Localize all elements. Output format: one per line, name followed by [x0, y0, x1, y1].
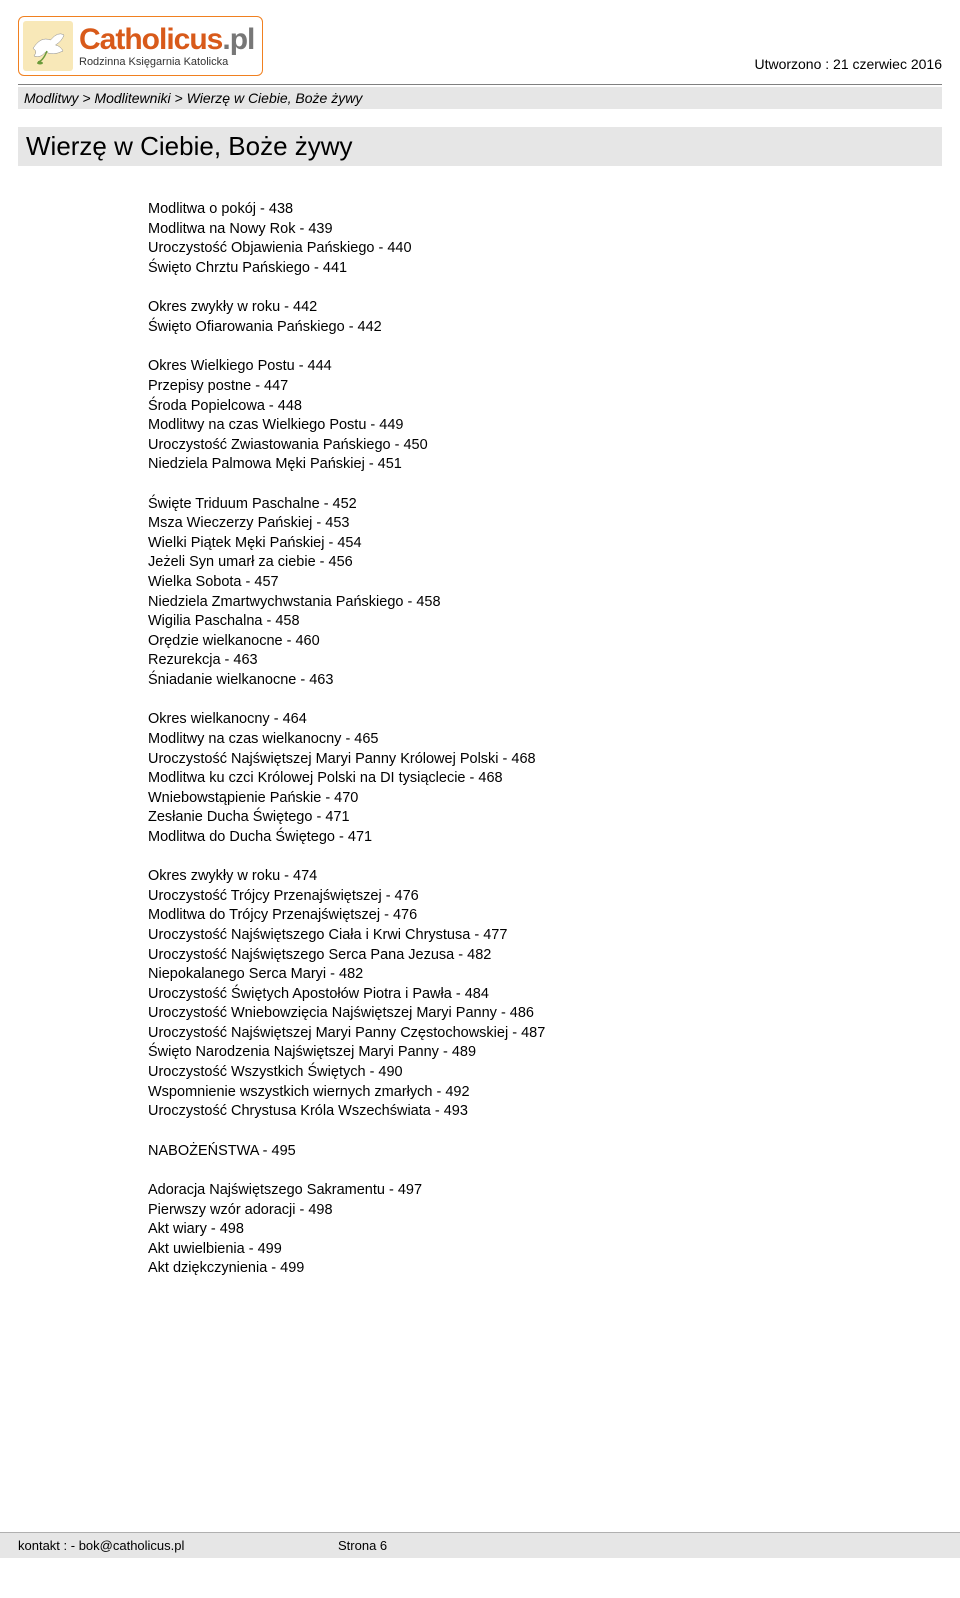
list-item: Wigilia Paschalna - 458: [148, 612, 942, 632]
list-item: Uroczystość Najświętszej Maryi Panny Kró…: [148, 750, 942, 770]
list-item: Uroczystość Wniebowzięcia Najświętszej M…: [148, 1004, 942, 1024]
list-item: Modlitwa do Trójcy Przenajświętszej - 47…: [148, 906, 942, 926]
content-group: Okres wielkanocny - 464Modlitwy na czas …: [148, 710, 942, 847]
created-date: Utworzono : 21 czerwiec 2016: [754, 56, 942, 72]
list-item: Wniebowstąpienie Pańskie - 470: [148, 789, 942, 809]
list-item: Święto Narodzenia Najświętszej Maryi Pan…: [148, 1043, 942, 1063]
list-item: Środa Popielcowa - 448: [148, 397, 942, 417]
list-item: Okres zwykły w roku - 442: [148, 298, 942, 318]
list-item: NABOŻEŃSTWA - 495: [148, 1142, 942, 1162]
list-item: Akt dziękczynienia - 499: [148, 1259, 942, 1279]
page-title: Wierzę w Ciebie, Boże żywy: [18, 127, 942, 166]
list-item: Uroczystość Chrystusa Króla Wszechświata…: [148, 1102, 942, 1122]
list-item: Uroczystość Najświętszego Ciała i Krwi C…: [148, 926, 942, 946]
breadcrumb: Modlitwy > Modlitewniki > Wierzę w Ciebi…: [18, 87, 942, 109]
list-item: Uroczystość Świętych Apostołów Piotra i …: [148, 985, 942, 1005]
content-list: Modlitwa o pokój - 438Modlitwa na Nowy R…: [148, 200, 942, 1279]
list-item: Święto Chrztu Pańskiego - 441: [148, 259, 942, 279]
list-item: Niedziela Palmowa Męki Pańskiej - 451: [148, 455, 942, 475]
list-item: Przepisy postne - 447: [148, 377, 942, 397]
list-item: Wspomnienie wszystkich wiernych zmarłych…: [148, 1083, 942, 1103]
content-group: NABOŻEŃSTWA - 495: [148, 1142, 942, 1162]
content-group: Okres zwykły w roku - 474Uroczystość Tró…: [148, 867, 942, 1121]
list-item: Akt wiary - 498: [148, 1220, 942, 1240]
list-item: Śniadanie wielkanocne - 463: [148, 671, 942, 691]
list-item: Niedziela Zmartwychwstania Pańskiego - 4…: [148, 593, 942, 613]
page-footer: kontakt : - bok@catholicus.pl Strona 6: [0, 1532, 960, 1558]
list-item: Modlitwa ku czci Królowej Polski na DI t…: [148, 769, 942, 789]
list-item: Święte Triduum Paschalne - 452: [148, 495, 942, 515]
list-item: Okres Wielkiego Postu - 444: [148, 357, 942, 377]
list-item: Akt uwielbienia - 499: [148, 1240, 942, 1260]
logo-subtitle: Rodzinna Księgarnia Katolicka: [79, 57, 254, 68]
list-item: Uroczystość Najświętszej Maryi Panny Czę…: [148, 1024, 942, 1044]
list-item: Modlitwa na Nowy Rok - 439: [148, 220, 942, 240]
logo-title-part1: Catholicus: [79, 23, 222, 56]
list-item: Rezurekcja - 463: [148, 651, 942, 671]
content-group: Okres Wielkiego Postu - 444Przepisy post…: [148, 357, 942, 474]
logo-title: Catholicus.pl: [79, 25, 254, 55]
list-item: Wielka Sobota - 457: [148, 573, 942, 593]
list-item: Uroczystość Zwiastowania Pańskiego - 450: [148, 436, 942, 456]
footer-contact: kontakt : - bok@catholicus.pl: [18, 1538, 338, 1553]
list-item: Wielki Piątek Męki Pańskiej - 454: [148, 534, 942, 554]
list-item: Modlitwa o pokój - 438: [148, 200, 942, 220]
list-item: Modlitwy na czas wielkanocny - 465: [148, 730, 942, 750]
list-item: Okres zwykły w roku - 474: [148, 867, 942, 887]
header-divider: [18, 84, 942, 85]
list-item: Msza Wieczerzy Pańskiej - 453: [148, 514, 942, 534]
list-item: Okres wielkanocny - 464: [148, 710, 942, 730]
list-item: Niepokalanego Serca Maryi - 482: [148, 965, 942, 985]
list-item: Uroczystość Objawienia Pańskiego - 440: [148, 239, 942, 259]
list-item: Modlitwy na czas Wielkiego Postu - 449: [148, 416, 942, 436]
content-group: Święte Triduum Paschalne - 452Msza Wiecz…: [148, 495, 942, 691]
list-item: Adoracja Najświętszego Sakramentu - 497: [148, 1181, 942, 1201]
list-item: Jeżeli Syn umarł za ciebie - 456: [148, 553, 942, 573]
list-item: Uroczystość Wszystkich Świętych - 490: [148, 1063, 942, 1083]
list-item: Uroczystość Trójcy Przenajświętszej - 47…: [148, 887, 942, 907]
content-group: Modlitwa o pokój - 438Modlitwa na Nowy R…: [148, 200, 942, 278]
list-item: Pierwszy wzór adoracji - 498: [148, 1201, 942, 1221]
list-item: Zesłanie Ducha Świętego - 471: [148, 808, 942, 828]
list-item: Orędzie wielkanocne - 460: [148, 632, 942, 652]
dove-icon: [23, 21, 73, 71]
content-group: Okres zwykły w roku - 442Święto Ofiarowa…: [148, 298, 942, 337]
footer-page-number: Strona 6: [338, 1538, 387, 1553]
logo-title-part2: .pl: [222, 23, 254, 56]
site-logo: Catholicus.pl Rodzinna Księgarnia Katoli…: [18, 16, 263, 76]
list-item: Modlitwa do Ducha Świętego - 471: [148, 828, 942, 848]
list-item: Święto Ofiarowania Pańskiego - 442: [148, 318, 942, 338]
content-group: Adoracja Najświętszego Sakramentu - 497P…: [148, 1181, 942, 1279]
list-item: Uroczystość Najświętszego Serca Pana Jez…: [148, 946, 942, 966]
